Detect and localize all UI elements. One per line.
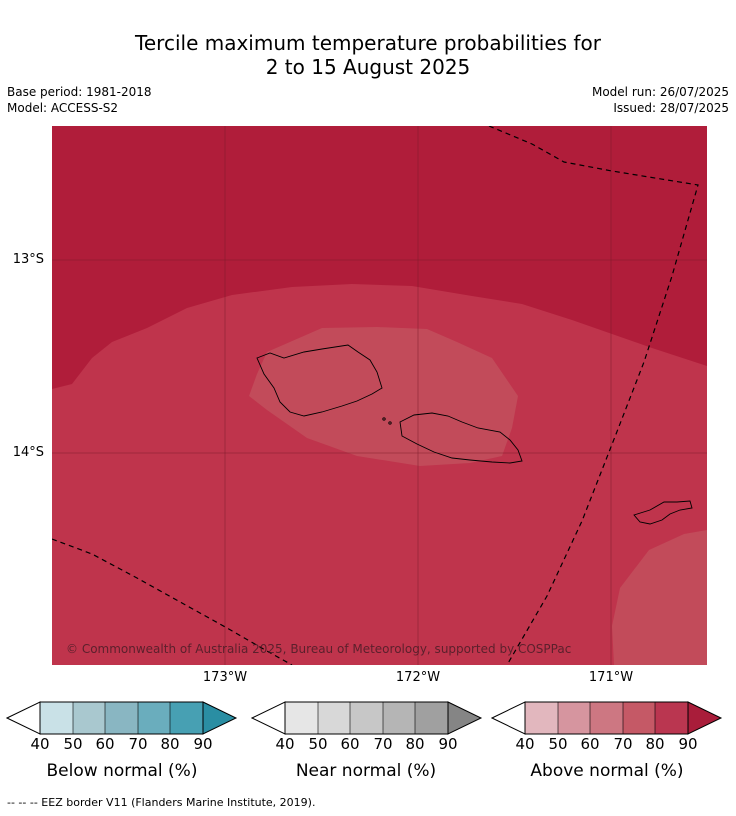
manono-island <box>382 417 386 421</box>
region-60-70-samoa <box>249 327 518 466</box>
region-80-90 <box>52 126 707 389</box>
colorbar-above-label: Above normal (%) <box>530 761 684 781</box>
meta-left: Base period: 1981-2018 Model: ACCESS-S2 <box>7 84 152 116</box>
above-swatch-80-90 <box>655 702 688 734</box>
upolu-island <box>399 412 523 464</box>
below-swatch-50-60 <box>73 702 105 734</box>
lat-label-13s: 13°S <box>12 252 44 267</box>
lon-label-173w: 173°W <box>202 670 248 685</box>
near-swatch-50-60 <box>318 702 350 734</box>
colorbar-near <box>250 700 483 740</box>
lon-label-172w: 172°W <box>395 670 441 685</box>
map-title: Tercile maximum temperature probabilitie… <box>0 31 736 79</box>
near-swatch-60-70 <box>350 702 383 734</box>
model-run: Model run: 26/07/2025 <box>591 85 729 99</box>
savaii-island <box>256 344 383 417</box>
eez-footnote: -- -- -- EEZ border V11 (Flanders Marine… <box>7 796 316 809</box>
model-name: Model: ACCESS-S2 <box>7 101 119 115</box>
above-swatch-70-80 <box>623 702 655 734</box>
colorbar-above <box>490 700 723 740</box>
near-swatch-40-50 <box>285 702 318 734</box>
title-line-1: Tercile maximum temperature probabilitie… <box>135 31 601 55</box>
colorbar-below <box>5 700 238 740</box>
copyright-notice: © Commonwealth of Australia 2025, Bureau… <box>66 642 571 656</box>
tutuila-island <box>633 500 693 525</box>
above-swatch-60-70 <box>590 702 623 734</box>
above-swatch-40-50 <box>525 702 558 734</box>
below-swatch-40-50 <box>40 702 73 734</box>
colorbar-near-label: Near normal (%) <box>295 761 437 781</box>
eez-border-south <box>52 538 293 665</box>
islands <box>256 344 693 525</box>
below-swatch-80-90 <box>170 702 203 734</box>
region-60-70-east <box>612 530 707 665</box>
lat-label-14s: 14°S <box>12 445 44 460</box>
map-canvas: © Commonwealth of Australia 2025, Bureau… <box>52 126 707 665</box>
base-period: Base period: 1981-2018 <box>7 85 152 99</box>
eez-border <box>52 126 699 665</box>
near-swatch-90 <box>447 701 483 735</box>
above-swatch-90 <box>687 701 723 735</box>
colorbar-below-label: Below normal (%) <box>46 761 198 781</box>
lon-label-171w: 171°W <box>588 670 634 685</box>
near-swatch-80-90 <box>415 702 448 734</box>
title-line-2: 2 to 15 August 2025 <box>265 55 471 79</box>
apolima-island <box>388 421 392 425</box>
meta-right: Model run: 26/07/2025 Issued: 28/07/2025 <box>592 84 729 116</box>
above-swatch-50-60 <box>558 702 590 734</box>
below-swatch-60-70 <box>105 702 138 734</box>
below-swatch-70-80 <box>138 702 170 734</box>
graticule <box>52 126 707 665</box>
probability-map[interactable]: © Commonwealth of Australia 2025, Bureau… <box>52 126 707 665</box>
near-swatch-70-80 <box>383 702 415 734</box>
below-swatch-90 <box>202 701 238 735</box>
issued-date: Issued: 28/07/2025 <box>613 101 729 115</box>
